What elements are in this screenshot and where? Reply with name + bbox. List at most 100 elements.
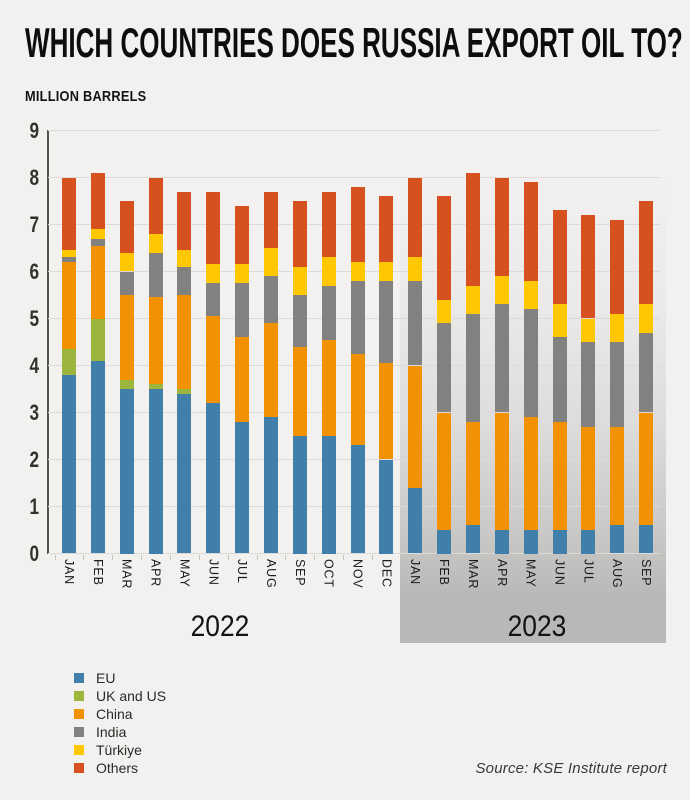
bar-jul-türkiye [581, 318, 596, 342]
bar-aug-türkiye [610, 313, 625, 342]
bar-oct-eu [321, 436, 336, 554]
bar-jul-china [235, 337, 250, 422]
group-label-2023: 2023 [507, 610, 567, 643]
bar-feb-india [90, 238, 105, 246]
bar-jun-türkiye [552, 304, 567, 338]
bar-jul-eu [581, 530, 596, 554]
bar-sep-eu [292, 436, 307, 554]
x-axis-tick [631, 555, 633, 560]
bar-may-eu [523, 530, 538, 554]
legend-label: Türkiye [96, 742, 142, 758]
bar-jun-india [206, 283, 221, 317]
bar-jan-india [62, 257, 76, 263]
legend-item-eu: EU [74, 669, 166, 687]
x-axis-label-mar: MAR [465, 559, 480, 590]
bar-jul-india [581, 342, 596, 427]
x-axis-tick [343, 555, 345, 560]
bar-sep-others [292, 201, 307, 267]
bar-oct-india [321, 285, 336, 340]
bar-dec-others [379, 196, 394, 263]
x-axis-tick [458, 555, 460, 560]
bar-aug-india [610, 342, 625, 427]
bar-apr-others [494, 177, 509, 277]
bar-sep-india [639, 332, 653, 413]
bar-nov-china [350, 353, 365, 446]
bar-dec-türkiye [379, 262, 394, 281]
x-axis-tick [660, 555, 662, 560]
bar-mar-eu [119, 389, 134, 554]
units-label: MILLION BARRELS [25, 88, 147, 105]
bar-sep-others [639, 201, 653, 305]
x-axis-tick [602, 555, 604, 560]
bar-aug-eu [264, 417, 278, 554]
x-axis-label-sep: SEP [639, 559, 653, 587]
bar-aug-india [264, 276, 278, 324]
legend-label: China [96, 706, 133, 722]
bar-aug-china [610, 426, 625, 526]
bar-jan-türkiye [62, 250, 76, 258]
bar-jan-others [408, 177, 423, 258]
x-axis-label-jun: JUN [206, 559, 221, 586]
bar-jan-china [408, 365, 423, 488]
x-axis-tick [429, 555, 431, 560]
x-axis-tick [141, 555, 143, 560]
x-axis-tick [545, 555, 546, 560]
legend-swatch-icon [74, 709, 84, 719]
bar-may-türkiye [177, 250, 192, 267]
bar-may-china [177, 295, 192, 389]
bar-oct-others [321, 191, 336, 258]
legend-swatch-icon [74, 673, 84, 683]
bar-apr-türkiye [148, 233, 163, 253]
bar-mar-türkiye [465, 285, 480, 314]
y-axis-line [47, 130, 49, 554]
bar-jan-uk-and-us [62, 349, 76, 375]
source-note: Source: KSE Institute report [475, 760, 667, 777]
bar-feb-china [90, 245, 105, 319]
y-tick-label-2: 2 [29, 446, 39, 472]
x-axis-tick [487, 555, 489, 560]
bar-jun-others [206, 191, 221, 265]
bar-jan-türkiye [408, 257, 423, 281]
bar-mar-uk-and-us [119, 379, 134, 389]
x-axis-label-may: MAY [177, 559, 192, 588]
bar-apr-china [494, 412, 509, 530]
x-axis-tick [314, 555, 316, 560]
bar-apr-others [148, 177, 163, 234]
bar-apr-india [148, 252, 163, 298]
x-axis-label-jul: JUL [235, 559, 250, 584]
bar-feb-türkiye [90, 229, 105, 239]
bar-may-india [523, 309, 538, 418]
gridline-y0 [48, 553, 660, 554]
x-axis-label-feb: FEB [90, 559, 105, 586]
bar-sep-eu [639, 525, 653, 554]
legend-item-others: Others [74, 759, 166, 777]
bar-jun-china [552, 421, 567, 530]
x-axis-label-jul: JUL [581, 559, 596, 584]
bar-jan-eu [408, 487, 423, 554]
y-tick-label-8: 8 [29, 164, 39, 190]
bar-aug-others [610, 219, 625, 314]
bar-oct-türkiye [321, 257, 336, 286]
bar-dec-china [379, 363, 394, 460]
x-axis-tick [516, 555, 518, 560]
bar-sep-türkiye [292, 266, 307, 295]
x-axis-label-nov: NOV [350, 559, 365, 589]
y-tick-label-3: 3 [29, 399, 39, 425]
y-tick-label-7: 7 [29, 211, 39, 237]
legend-swatch-icon [74, 745, 84, 755]
bar-sep-china [639, 412, 653, 526]
bar-nov-others [350, 186, 365, 263]
bar-jul-others [581, 215, 596, 319]
bar-feb-india [437, 323, 452, 413]
bar-may-eu [177, 393, 192, 554]
y-tick-label-9: 9 [29, 117, 39, 143]
bar-mar-others [465, 172, 480, 286]
y-tick-label-5: 5 [29, 305, 39, 331]
bar-jun-eu [206, 403, 221, 554]
bar-may-türkiye [523, 280, 538, 310]
bar-aug-türkiye [264, 248, 278, 277]
bar-feb-türkiye [437, 299, 452, 324]
x-axis-tick [112, 555, 114, 560]
bar-aug-eu [610, 525, 625, 554]
